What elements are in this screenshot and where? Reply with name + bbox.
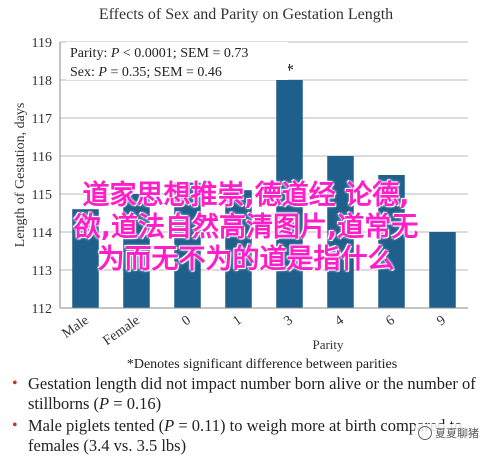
x-tick-label: 9 [434,313,448,329]
y-tick-label: 118 [32,74,52,89]
bar-4 [327,156,354,308]
finding-text-start: Gestation length did not impact number b… [28,374,476,413]
bullet-icon: • [12,417,18,434]
bar-6 [378,175,405,308]
y-tick-label: 112 [32,302,52,317]
overlay-line-3: 为而无不为的道是指什么 [97,244,395,275]
y-tick-label: 119 [32,36,52,51]
x-tick-label: 4 [332,313,346,329]
x-tick-label: Male [60,313,92,342]
overlay-text: 道家思想推崇,德道经 论德, 欲,道法自然高清图片,道常无 为而无不为的道是指什… [6,180,486,276]
annotation-parity: Parity: P < 0.0001; SEM = 0.73 [70,46,248,61]
x-tick-label: 1 [230,313,244,329]
y-tick-label: 115 [32,188,52,203]
bar-0 [174,182,201,308]
overlay-line-1: 道家思想推崇,德道经 论德, [82,180,410,211]
finding-item: • Gestation length did not impact number… [12,374,488,414]
finding-text-start: Male piglets tented ( [28,416,165,435]
overlay-line-2: 欲,道法自然高清图片,道常无 [73,212,419,243]
y-tick-label: 114 [32,226,52,241]
wechat-icon [418,426,432,440]
watermark-text: 夏夏聊猪 [435,427,479,440]
x-axis-label: Parity [312,337,344,352]
footnote: *Denotes significant difference between … [127,357,397,372]
finding-text-end: = 0.11) to weigh more at birth compared … [28,416,463,455]
bar-chart: Effects of Sex and Parity on Gestation L… [13,6,468,372]
x-tick-label: 6 [383,313,397,329]
y-axis-label: Length of Gestation, days [13,103,28,248]
finding-p-var: P [164,416,175,435]
annotation-sex: Sex: P = 0.35; SEM = 0.46 [70,65,222,80]
y-tick-label: 116 [32,150,52,165]
finding-text-end: = 0.16) [109,394,162,413]
watermark: 夏夏聊猪 [415,424,482,442]
significance-markers: * [285,60,294,80]
bar-1 [225,190,252,308]
bar-male [72,209,99,308]
stats-annotation-box [66,42,288,80]
x-tick-label: Female [100,313,142,349]
bar-3 [276,80,303,308]
x-tick-label: 3 [281,313,295,329]
finding-p-var: P [99,394,110,413]
bullet-icon: • [12,375,18,392]
bar-female [123,194,150,308]
x-tick-labels: Male Female 0 1 3 4 6 9 [60,313,449,349]
chart-title: Effects of Sex and Parity on Gestation L… [99,6,393,23]
y-tick-labels: 112 113 114 115 116 117 118 119 [32,36,52,317]
bar-9 [429,232,456,308]
bars [72,80,456,308]
findings-list: • Gestation length did not impact number… [12,374,488,458]
finding-item: • Male piglets tented (P = 0.11) to weig… [12,416,488,456]
y-tick-label: 113 [32,264,52,279]
x-tick-label: 0 [179,313,193,329]
significance-star: * [285,60,294,80]
y-tick-label: 117 [32,112,52,127]
